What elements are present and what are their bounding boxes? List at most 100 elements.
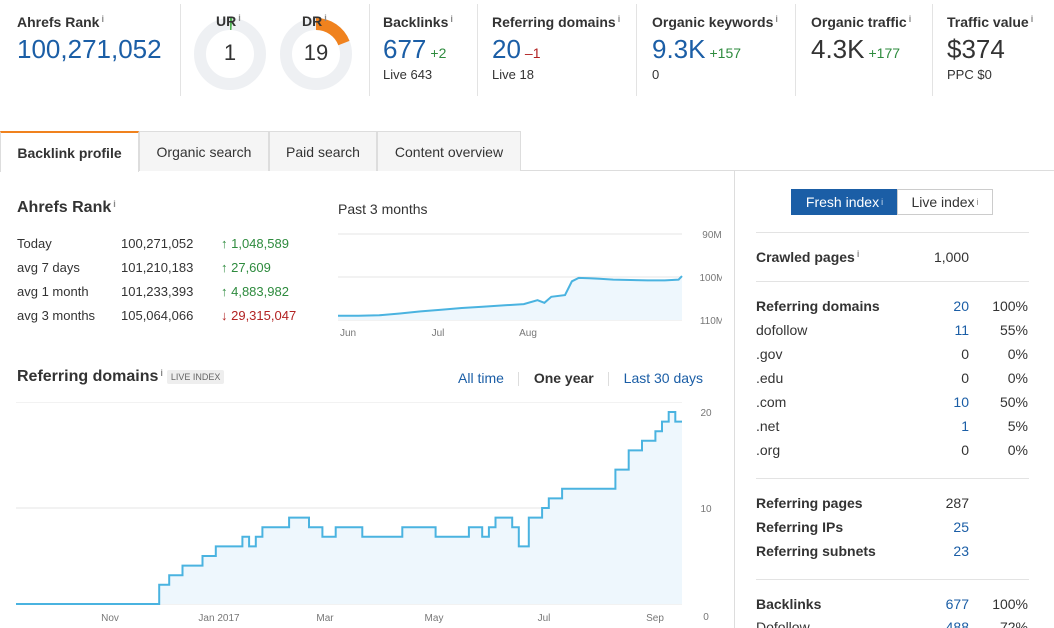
stat-row-edu: .edu 0 0% (756, 370, 1036, 390)
y-tick-label: 0 (703, 612, 709, 623)
ahrefs-rank-chart: 90M 100M 110M Jun Jul Aug (338, 230, 722, 339)
referring-domains-stat-pct: 100% (992, 298, 1028, 314)
organic-traffic-delta: +177 (868, 45, 901, 61)
referring-domains-stat-value[interactable]: 20 (953, 298, 969, 314)
dofollow-backlinks-label: Dofollow (756, 619, 810, 628)
fresh-index-label: Fresh index (805, 194, 880, 210)
backlinks-row: Backlinks 677 100% (756, 596, 1036, 616)
x-tick-label: May (425, 613, 444, 624)
info-icon[interactable]: i (160, 368, 163, 378)
stat-pct: 50% (999, 394, 1028, 410)
stat-label: .org (756, 442, 781, 458)
traffic-value-value: $374 (947, 34, 1005, 64)
rank-row-label: Today (17, 236, 52, 251)
ahrefs-rank-table: Today 100,271,052 ↑ 1,048,589 avg 7 days… (17, 236, 317, 332)
tab-content-overview[interactable]: Content overview (377, 131, 521, 171)
ur-gauge-ring (194, 18, 266, 90)
stat-pct: 0% (1007, 442, 1028, 458)
stat-value: 0 (961, 346, 969, 362)
stat-label: .com (756, 394, 787, 410)
referring-domains-value[interactable]: 20 (492, 34, 521, 64)
referring-pages-row: Referring pages 287 (756, 495, 1036, 515)
ahrefs-rank-label: Ahrefs Rank (17, 14, 100, 30)
rank-row-delta: ↑ 1,048,589 (221, 236, 289, 251)
info-icon[interactable]: i (976, 197, 979, 207)
x-tick-label: Mar (316, 613, 334, 624)
traffic-value-label: Traffic value (947, 14, 1029, 30)
backlinks-value[interactable]: 677 (383, 34, 427, 64)
stat-value: 0 (961, 442, 969, 458)
stat-row-org: .org 0 0% (756, 442, 1036, 462)
x-tick-label: Nov (101, 613, 119, 624)
info-icon[interactable]: i (881, 197, 884, 207)
info-icon[interactable]: i (617, 14, 621, 24)
backlinks-delta: +2 (430, 45, 447, 61)
info-icon[interactable]: i (101, 14, 104, 24)
ahrefs-rank-heading: Ahrefs Rank (17, 199, 112, 216)
y-tick-label: 10 (700, 504, 712, 515)
info-icon[interactable]: i (1030, 14, 1034, 24)
referring-domains-chart: 20 10 0 Nov Jan 2017 Mar May Jul Sep (16, 402, 712, 624)
backlinks-stat-value[interactable]: 677 (945, 596, 969, 612)
divider (932, 4, 933, 96)
live-index-label: Live index (911, 194, 975, 210)
y-tick-label: 20 (700, 408, 712, 419)
divider (369, 4, 370, 96)
referring-ips-value[interactable]: 25 (953, 519, 969, 535)
info-icon[interactable]: i (856, 249, 860, 259)
info-icon[interactable]: i (908, 14, 912, 24)
stat-pct: 0% (1007, 370, 1028, 386)
ahrefs-rank-section-title: Ahrefs Rank i (17, 199, 116, 217)
rank-line (338, 275, 683, 317)
x-tick-label: Jan 2017 (198, 613, 240, 624)
live-index-toggle[interactable]: Live index i (897, 189, 993, 215)
rank-row-value: 101,210,183 (121, 260, 194, 275)
range-last-30-days[interactable]: Last 30 days (623, 370, 704, 386)
divider (756, 478, 1029, 479)
range-all-time[interactable]: All time (458, 370, 504, 386)
backlinks-label: Backlinks (383, 14, 449, 30)
tab-backlink-profile[interactable]: Backlink profile (0, 131, 139, 172)
y-tick-label: 110M (700, 316, 722, 327)
stat-row-dofollow: dofollow 11 55% (756, 322, 1036, 342)
rank-row-delta: ↑ 4,883,982 (221, 284, 289, 299)
ur-value: 1 (223, 40, 237, 65)
rank-row-label: avg 3 months (17, 308, 96, 323)
tab-paid-search[interactable]: Paid search (269, 131, 377, 171)
rank-row-label: avg 1 month (17, 284, 89, 299)
organic-keywords-delta: +157 (709, 45, 742, 61)
rank-area (338, 276, 682, 320)
info-icon[interactable]: i (775, 14, 778, 24)
stats-panel (734, 171, 1054, 628)
stat-value[interactable]: 11 (954, 322, 969, 338)
tab-organic-search[interactable]: Organic search (139, 131, 269, 171)
y-tick-label: 100M (699, 273, 722, 284)
referring-domains-delta: –1 (524, 45, 541, 61)
info-icon[interactable]: i (324, 13, 327, 23)
divider (636, 4, 637, 96)
stat-value[interactable]: 1 (961, 418, 969, 434)
ppc-value: PPC $0 (947, 67, 992, 82)
traffic-value-metric: Traffic value i $374 PPC $0 (947, 14, 1033, 82)
stat-value[interactable]: 10 (953, 394, 969, 410)
info-icon[interactable]: i (450, 14, 453, 24)
backlinks-stat-pct: 100% (992, 596, 1028, 612)
live-index-badge: LIVE INDEX (166, 369, 225, 384)
backlinks-metric: Backlinks i 677 +2 Live 643 (383, 14, 453, 82)
info-icon[interactable]: i (113, 199, 116, 209)
referring-subnets-value[interactable]: 23 (953, 543, 969, 559)
x-tick-label: Aug (519, 328, 537, 339)
info-icon[interactable]: i (238, 13, 241, 23)
fresh-index-toggle[interactable]: Fresh index i (791, 189, 898, 215)
rank-row-label: avg 7 days (17, 260, 80, 275)
divider (795, 4, 796, 96)
organic-traffic-metric: Organic traffic i 4.3K +177 (811, 14, 911, 65)
dofollow-backlinks-value[interactable]: 488 (945, 619, 969, 628)
range-one-year[interactable]: One year (533, 370, 594, 386)
stat-value: 0 (961, 370, 969, 386)
rank-row-value: 100,271,052 (121, 236, 194, 251)
crawled-pages-label: Crawled pages (756, 249, 855, 265)
dofollow-backlinks-pct: 72% (999, 619, 1028, 628)
organic-keywords-value[interactable]: 9.3K (652, 34, 706, 64)
range-divider (518, 371, 520, 386)
